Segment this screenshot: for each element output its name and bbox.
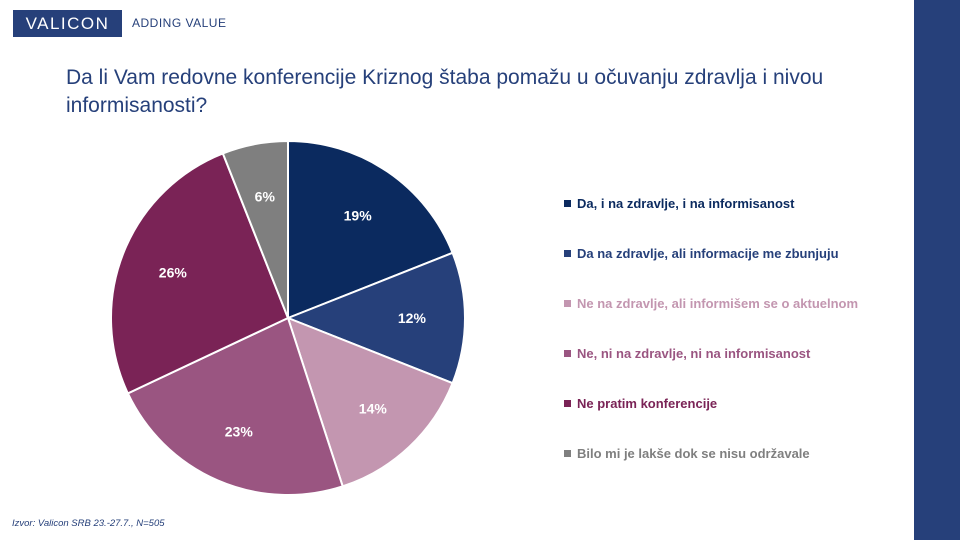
chart-title: Da li Vam redovne konferencije Kriznog š… xyxy=(66,66,824,117)
pie-data-label-4: 23% xyxy=(225,424,254,440)
legend-label: Ne pratim konferencije xyxy=(577,395,718,411)
pie-slice-6 xyxy=(221,139,289,319)
source-note: Izvor: Valicon SRB 23.-27.7., N=505 xyxy=(12,518,165,529)
chart-legend: Da, i na zdravlje, i na informisanost Da … xyxy=(564,193,904,493)
legend-item-6: Bilo mi je lakše dok se nisu održavale xyxy=(564,443,904,463)
pie-data-label-1: 19% xyxy=(344,208,373,224)
pie-data-label-2: 12% xyxy=(398,310,427,326)
legend-label: Ne na zdravlje, ali informišem se o aktu… xyxy=(577,295,859,311)
legend-swatch xyxy=(564,399,571,407)
legend-item-2: Da na zdravlje, ali informacije me zbunj… xyxy=(564,243,904,263)
pie-data-label-3: 14% xyxy=(359,400,388,416)
legend-label: Da, i na zdravlje, i na informisanost xyxy=(577,195,795,211)
legend-label: Bilo mi je lakše dok se nisu održavale xyxy=(577,445,810,461)
legend-swatch xyxy=(564,299,571,307)
right-accent-band xyxy=(914,0,960,540)
legend-item-1: Da, i na zdravlje, i na informisanost xyxy=(564,193,904,213)
pie-chart: 19% 12% 14% 23% 26% 6% xyxy=(110,139,466,496)
pie-slice-1 xyxy=(287,139,454,320)
pie-slice-2 xyxy=(285,251,466,385)
legend-label: Da na zdravlje, ali informacije me zbunj… xyxy=(577,245,839,261)
legend-item-4: Ne, ni na zdravlje, ni na informisanost xyxy=(564,343,904,363)
pie-slice-4 xyxy=(126,316,344,496)
brand-tagline: ADDING VALUE xyxy=(132,16,227,30)
logo-text: VALICON xyxy=(25,13,110,33)
legend-swatch xyxy=(564,249,571,257)
pie-slice-5 xyxy=(110,152,290,395)
legend-item-5: Ne pratim konferencije xyxy=(564,393,904,413)
legend-label: Ne, ni na zdravlje, ni na informisanost xyxy=(577,345,811,361)
pie-data-label-5: 26% xyxy=(159,264,188,280)
pie-data-label-6: 6% xyxy=(255,188,276,204)
legend-swatch xyxy=(564,199,571,207)
valicon-logo: VALICON xyxy=(13,10,122,37)
legend-item-3: Ne na zdravlje, ali informišem se o aktu… xyxy=(564,293,904,313)
legend-swatch xyxy=(564,449,571,457)
legend-swatch xyxy=(564,349,571,357)
